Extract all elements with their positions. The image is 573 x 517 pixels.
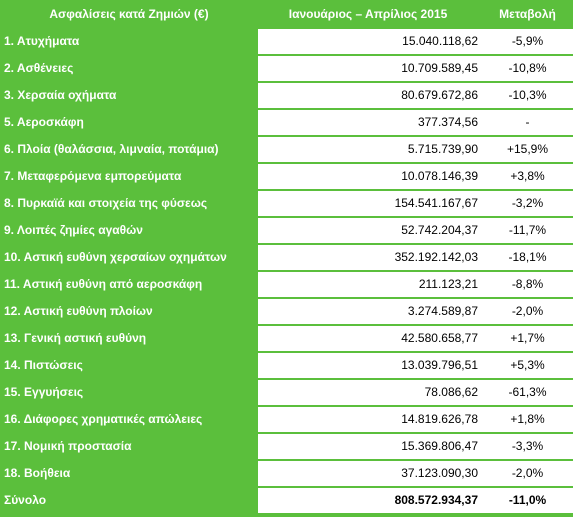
row-change: +5,3% (482, 353, 573, 378)
total-row: Σύνολο 808.572.934,37 -11,0% (0, 488, 573, 513)
row-label: Σύνολο (4, 493, 47, 507)
row-value: 15.369.806,47 (258, 434, 482, 459)
row-change: -8,8% (482, 272, 573, 297)
table-row: 13. Γενική αστική ευθύνη 42.580.658,77 +1,… (0, 326, 573, 351)
row-label: 6. Πλοία (θαλάσσια, λιμναία, ποτάμια) (4, 142, 219, 156)
row-label: 14. Πιστώσεις (4, 358, 83, 372)
row-change: -2,0% (482, 299, 573, 324)
row-change: -11,7% (482, 218, 573, 243)
row-change: -3,2% (482, 191, 573, 216)
row-value: 80.679.672,86 (258, 83, 482, 108)
table-header-row: Ασφαλίσεις κατά Ζημιών (€) Ιανουάριος – … (0, 2, 573, 27)
row-label: 13. Γενική αστική ευθύνη (4, 331, 147, 345)
row-change: -5,9% (482, 29, 573, 54)
row-label: 11. Αστική ευθύνη από αεροσκάφη (4, 277, 203, 291)
row-value: 13.039.796,51 (258, 353, 482, 378)
row-label: 1. Ατυχήματα (4, 34, 80, 48)
row-change: -10,8% (482, 56, 573, 81)
header-change: Μεταβολή (499, 7, 556, 21)
table-row: 16. Διάφορες χρηματικές απώλειες 14.819.6… (0, 407, 573, 432)
table-row: 7. Μεταφερόμενα εμπορεύματα 10.078.146,39… (0, 164, 573, 189)
row-value: 352.192.142,03 (258, 245, 482, 270)
table-row: 8. Πυρκαϊά και στοιχεία της φύσεως 154.54… (0, 191, 573, 216)
row-change: -3,3% (482, 434, 573, 459)
row-change: +3,8% (482, 164, 573, 189)
row-value: 42.580.658,77 (258, 326, 482, 351)
row-value: 10.709.589,45 (258, 56, 482, 81)
table-row: 1. Ατυχήματα 15.040.118,62 -5,9% (0, 29, 573, 54)
table-row: 10. Αστική ευθύνη χερσαίων οχημάτων 352.1… (0, 245, 573, 270)
row-value: 37.123.090,30 (258, 461, 482, 486)
row-label: 10. Αστική ευθύνη χερσαίων οχημάτων (4, 250, 227, 264)
row-label: 16. Διάφορες χρηματικές απώλειες (4, 412, 203, 426)
row-value: 377.374,56 (258, 110, 482, 135)
row-change: -11,0% (482, 488, 573, 513)
row-value: 3.274.589,87 (258, 299, 482, 324)
row-value: 5.715.739,90 (258, 137, 482, 162)
row-value: 15.040.118,62 (258, 29, 482, 54)
row-value: 78.086,62 (258, 380, 482, 405)
table-row: 12. Αστική ευθύνη πλοίων 3.274.589,87 -2,0… (0, 299, 573, 324)
header-category: Ασφαλίσεις κατά Ζημιών (€) (49, 7, 209, 21)
row-change: +1,8% (482, 407, 573, 432)
table-row: 2. Ασθένειες 10.709.589,45 -10,8% (0, 56, 573, 81)
row-label: 15. Εγγυήσεις (4, 385, 84, 399)
row-label: 18. Βοήθεια (4, 466, 71, 480)
row-change: -61,3% (482, 380, 573, 405)
row-value: 52.742.204,37 (258, 218, 482, 243)
row-label: 8. Πυρκαϊά και στοιχεία της φύσεως (4, 196, 208, 210)
row-label: 9. Λοιπές ζημίες αγαθών (4, 223, 143, 237)
row-change: +15,9% (482, 137, 573, 162)
table-row: 3. Χερσαία οχήματα 80.679.672,86 -10,3% (0, 83, 573, 108)
row-value: 10.078.146,39 (258, 164, 482, 189)
row-change: -2,0% (482, 461, 573, 486)
row-value: 14.819.626,78 (258, 407, 482, 432)
row-change: -10,3% (482, 83, 573, 108)
row-label: 2. Ασθένειες (4, 61, 74, 75)
table-row: 11. Αστική ευθύνη από αεροσκάφη 211.123,2… (0, 272, 573, 297)
row-label: 17. Νομική προστασία (4, 439, 132, 453)
row-label: 5. Αεροσκάφη (4, 115, 84, 129)
header-period: Ιανουάριος – Απρίλιος 2015 (288, 7, 448, 21)
table-row: 14. Πιστώσεις 13.039.796,51 +5,3% (0, 353, 573, 378)
table-row: 6. Πλοία (θαλάσσια, λιμναία, ποτάμια) 5.7… (0, 137, 573, 162)
row-label: 3. Χερσαία οχήματα (4, 88, 117, 102)
row-value: 211.123,21 (258, 272, 482, 297)
row-value: 154.541.167,67 (258, 191, 482, 216)
row-label: 7. Μεταφερόμενα εμπορεύματα (4, 169, 182, 183)
row-value: 808.572.934,37 (258, 488, 482, 513)
row-change: -18,1% (482, 245, 573, 270)
table-row: 5. Αεροσκάφη 377.374,56- (0, 110, 573, 135)
table-row: 17. Νομική προστασία 15.369.806,47 -3,3% (0, 434, 573, 459)
table-row: 9. Λοιπές ζημίες αγαθών 52.742.204,37 -11,… (0, 218, 573, 243)
row-label: 12. Αστική ευθύνη πλοίων (4, 304, 153, 318)
row-change: +1,7% (482, 326, 573, 351)
table-row: 18. Βοήθεια 37.123.090,30 -2,0% (0, 461, 573, 486)
table-row: 15. Εγγυήσεις 78.086,62 -61,3% (0, 380, 573, 405)
row-change: - (482, 110, 573, 135)
